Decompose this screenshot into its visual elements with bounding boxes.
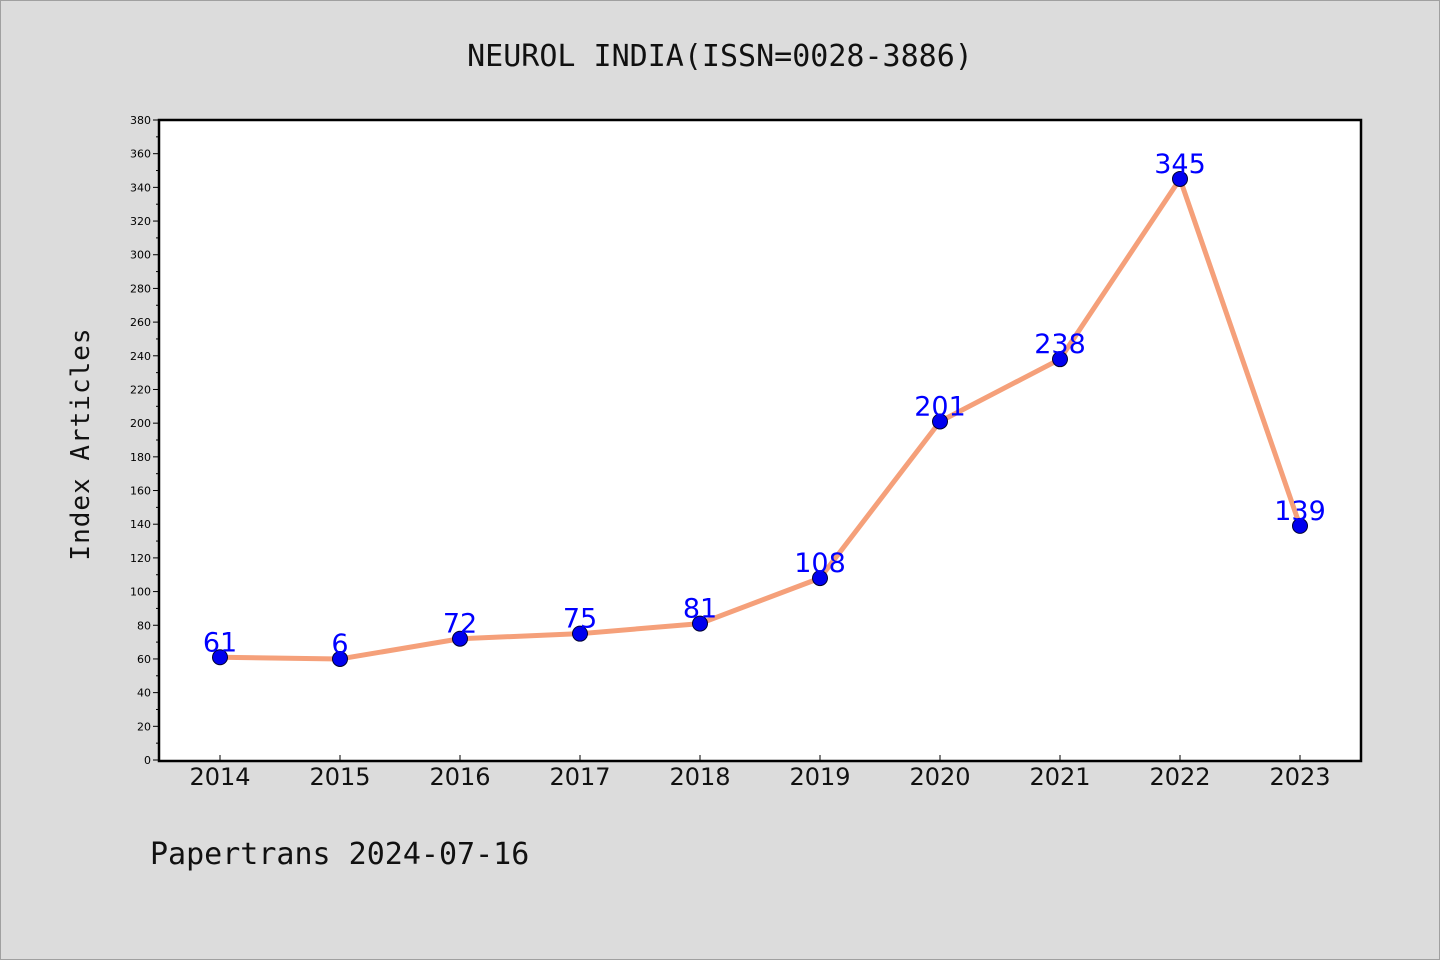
x-tick-label: 2016 [429,763,490,791]
y-tick-label: 80 [137,619,151,632]
data-point [332,650,348,667]
data-labels: 61 6 72 75 81 108 201 238 345 139 [203,149,1326,660]
data-label: 108 [794,548,846,579]
data-point [692,615,708,632]
data-point [1172,170,1188,187]
data-point [1052,351,1068,368]
chart-title: NEUROL INDIA(ISSN=0028-3886) [467,39,973,74]
x-tick-label: 2015 [309,763,370,791]
data-label: 72 [443,609,477,640]
data-point [452,630,468,647]
data-label: 139 [1274,496,1326,527]
y-tick-label: 0 [144,754,151,767]
series-line [217,176,1303,662]
data-label: 6 [331,629,348,660]
y-tick-label: 200 [130,417,151,430]
data-point [932,413,948,430]
y-tick-label: 260 [130,316,151,329]
data-point [572,625,588,642]
y-tick-label: 60 [137,653,151,666]
y-tick-label: 380 [130,114,151,127]
y-tick-label: 300 [130,249,151,262]
x-tick-label: 2023 [1269,763,1330,791]
x-axis-ticks: 2014 2015 2016 2017 2018 2019 2020 2021 2022 2023 [189,755,1331,791]
data-label: 238 [1034,329,1086,360]
y-axis-ticks: 0 20 40 60 80 100 120 140 160 180 200 220 240 260 280 3… [130,114,159,767]
y-tick-label: 220 [130,383,151,396]
x-tick-label: 2019 [789,763,850,791]
data-point [1292,517,1308,534]
data-label: 75 [563,604,597,635]
y-tick-label: 100 [130,586,151,599]
footer-credit: Papertrans 2024-07-16 [150,837,529,872]
y-tick-label: 160 [130,485,151,498]
x-tick-label: 2022 [1149,763,1210,791]
data-point [212,649,228,666]
y-tick-label: 20 [137,720,151,733]
x-tick-label: 2018 [669,763,730,791]
x-tick-label: 2017 [549,763,610,791]
data-label: 345 [1154,149,1206,180]
data-label: 81 [683,594,717,625]
y-axis-label: Index Articles [66,327,96,560]
data-label: 201 [914,391,966,422]
y-tick-label: 120 [130,552,151,565]
y-tick-label: 180 [130,451,151,464]
y-tick-label: 340 [130,181,151,194]
y-tick-label: 320 [130,215,151,228]
data-label: 61 [203,627,237,658]
y-tick-label: 240 [130,350,151,363]
y-tick-label: 280 [130,282,151,295]
data-point [812,570,828,587]
y-tick-label: 360 [130,148,151,161]
y-tick-label: 40 [137,687,151,700]
y-tick-label: 140 [130,518,151,531]
x-tick-label: 2014 [189,763,250,791]
series-layer [212,170,1308,667]
x-tick-label: 2020 [909,763,970,791]
x-tick-label: 2021 [1029,763,1090,791]
